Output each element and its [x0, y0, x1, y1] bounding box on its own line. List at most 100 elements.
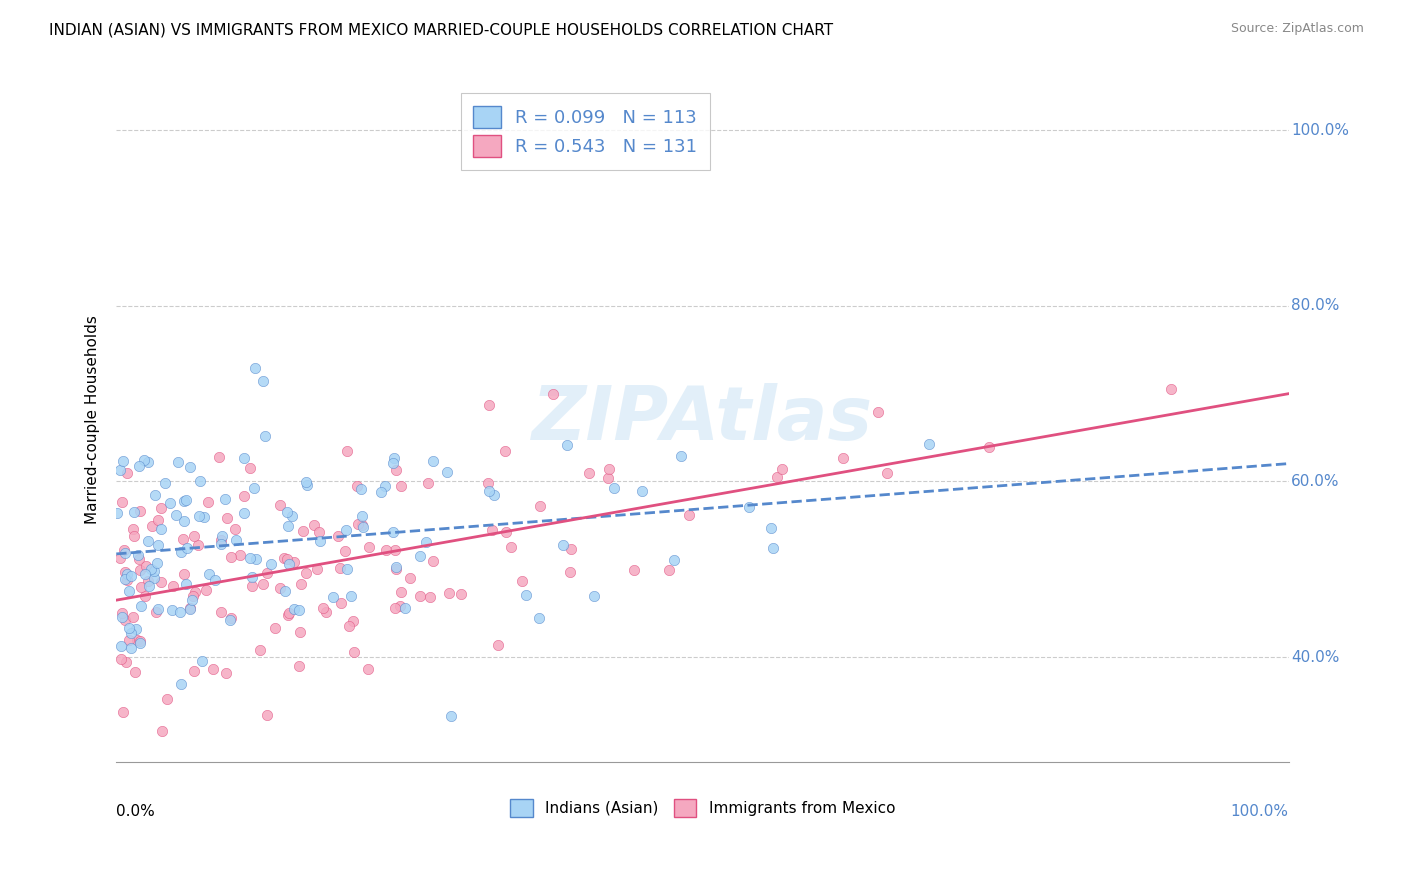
Point	[221, 610, 243, 624]
Point	[114, 613, 136, 627]
Point	[831, 450, 853, 465]
Point	[232, 489, 254, 503]
Point	[115, 573, 138, 587]
Point	[120, 626, 142, 640]
Point	[336, 562, 359, 576]
Point	[183, 529, 205, 543]
Point	[761, 521, 783, 535]
Point	[167, 454, 190, 468]
Point	[238, 550, 260, 565]
Point	[172, 532, 194, 546]
Point	[623, 563, 645, 577]
Point	[169, 605, 191, 619]
Point	[374, 543, 396, 558]
Point	[312, 601, 335, 615]
Point	[122, 528, 145, 542]
Point	[385, 562, 408, 576]
Point	[678, 508, 700, 522]
Point	[868, 405, 890, 419]
Point	[233, 507, 256, 521]
Point	[114, 572, 136, 586]
Point	[150, 522, 173, 536]
Point	[336, 443, 359, 458]
Point	[315, 606, 337, 620]
Point	[350, 482, 373, 496]
Point	[287, 659, 309, 673]
Point	[201, 662, 224, 676]
Point	[278, 606, 301, 620]
Point	[290, 577, 312, 591]
Point	[141, 562, 163, 576]
Point	[215, 510, 238, 524]
Point	[124, 622, 146, 636]
Point	[422, 554, 444, 568]
Point	[136, 574, 159, 588]
Point	[501, 541, 523, 555]
Point	[302, 518, 325, 533]
Point	[136, 533, 159, 548]
Point	[342, 614, 364, 628]
Point	[578, 466, 600, 480]
Point	[374, 478, 396, 492]
Point	[117, 467, 139, 481]
Point	[384, 600, 406, 615]
Point	[127, 633, 149, 648]
Point	[288, 602, 311, 616]
Point	[346, 479, 368, 493]
Point	[120, 568, 142, 582]
Point	[127, 548, 149, 562]
Point	[918, 437, 941, 451]
Point	[179, 600, 201, 615]
Point	[245, 552, 267, 566]
Point	[343, 645, 366, 659]
Point	[529, 499, 551, 513]
Point	[329, 596, 352, 610]
Point	[295, 477, 318, 491]
Point	[111, 606, 134, 620]
Point	[129, 563, 152, 577]
Point	[145, 605, 167, 619]
Point	[370, 485, 392, 500]
Point	[122, 609, 145, 624]
Point	[260, 557, 283, 571]
Point	[111, 495, 134, 509]
Point	[477, 475, 499, 490]
Point	[264, 621, 287, 635]
Point	[195, 583, 218, 598]
Point	[146, 602, 169, 616]
Point	[224, 522, 246, 536]
Point	[482, 488, 505, 502]
Point	[112, 543, 135, 558]
Point	[333, 543, 356, 558]
Point	[436, 465, 458, 479]
Point	[385, 560, 408, 574]
Point	[256, 708, 278, 723]
Point	[233, 450, 256, 465]
Point	[583, 589, 606, 603]
Point	[481, 523, 503, 537]
Point	[409, 549, 432, 563]
Point	[478, 484, 501, 499]
Legend: Indians (Asian), Immigrants from Mexico: Indians (Asian), Immigrants from Mexico	[503, 792, 901, 823]
Text: 80.0%: 80.0%	[1291, 298, 1340, 313]
Text: 100.0%: 100.0%	[1230, 804, 1289, 819]
Point	[598, 462, 620, 476]
Point	[136, 455, 159, 469]
Point	[252, 374, 274, 388]
Point	[352, 518, 374, 533]
Point	[252, 576, 274, 591]
Point	[188, 475, 211, 489]
Point	[292, 524, 315, 539]
Point	[240, 570, 263, 584]
Point	[173, 566, 195, 581]
Point	[111, 705, 134, 719]
Point	[309, 533, 332, 548]
Point	[215, 666, 238, 681]
Point	[204, 573, 226, 587]
Y-axis label: Married-couple Households: Married-couple Households	[86, 316, 100, 524]
Point	[288, 624, 311, 639]
Point	[243, 481, 266, 495]
Point	[128, 504, 150, 518]
Point	[276, 519, 298, 533]
Point	[193, 510, 215, 524]
